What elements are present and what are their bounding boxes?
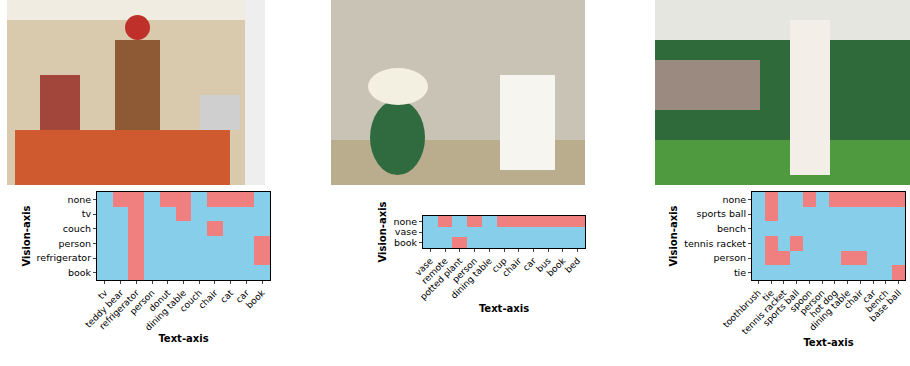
svg-text:refrigerator: refrigerator — [97, 288, 141, 332]
svg-text:person: person — [450, 256, 479, 285]
svg-text:toothbrush: toothbrush — [721, 288, 763, 330]
svg-text:couch: couch — [63, 223, 91, 234]
svg-text:tennis racket: tennis racket — [740, 287, 789, 336]
svg-text:cup: cup — [490, 256, 509, 275]
svg-text:dining table: dining table — [143, 288, 188, 333]
svg-text:base ball: base ball — [867, 288, 903, 324]
svg-text:bench: bench — [864, 288, 891, 315]
svg-text:teddy bear: teddy bear — [83, 288, 125, 330]
svg-text:Vision-axis: Vision-axis — [21, 205, 32, 266]
svg-text:chair: chair — [842, 288, 865, 311]
svg-text:tie: tie — [734, 267, 746, 278]
svg-text:bus: bus — [534, 256, 553, 275]
svg-text:remote: remote — [420, 256, 450, 286]
svg-text:sports ball: sports ball — [697, 208, 747, 219]
svg-text:none: none — [393, 216, 417, 227]
svg-text:potted plant: potted plant — [418, 255, 465, 302]
svg-text:vase: vase — [395, 226, 417, 237]
svg-text:chair: chair — [500, 256, 523, 279]
svg-text:none: none — [722, 194, 746, 205]
svg-text:person: person — [59, 238, 92, 249]
svg-text:sports ball: sports ball — [761, 288, 801, 328]
svg-text:car: car — [234, 288, 251, 305]
svg-text:person: person — [714, 252, 747, 263]
svg-text:Text-axis: Text-axis — [479, 303, 529, 314]
svg-text:person: person — [128, 288, 157, 317]
svg-text:hot dog: hot dog — [808, 288, 839, 319]
svg-text:book: book — [394, 237, 418, 248]
svg-text:book: book — [68, 267, 92, 278]
svg-text:book: book — [545, 255, 568, 278]
svg-text:car: car — [521, 256, 538, 273]
svg-text:cat: cat — [218, 287, 235, 304]
svg-text:Text-axis: Text-axis — [803, 337, 853, 348]
svg-text:tie: tie — [760, 288, 776, 304]
svg-text:donut: donut — [147, 287, 173, 313]
svg-text:tv: tv — [96, 287, 110, 301]
svg-text:bench: bench — [717, 223, 746, 234]
svg-text:person: person — [798, 288, 827, 317]
svg-text:Vision-axis: Vision-axis — [668, 205, 679, 266]
svg-text:tennis racket: tennis racket — [684, 238, 746, 249]
svg-text:tv: tv — [82, 208, 92, 219]
svg-text:dining table: dining table — [449, 256, 494, 301]
svg-text:none: none — [67, 194, 91, 205]
svg-text:dining table: dining table — [807, 288, 852, 333]
svg-text:refrigerator: refrigerator — [37, 252, 92, 263]
svg-text:Vision-axis: Vision-axis — [377, 201, 388, 262]
svg-text:Text-axis: Text-axis — [158, 333, 208, 344]
svg-text:spoon: spoon — [788, 288, 814, 314]
svg-text:bed: bed — [563, 256, 582, 275]
svg-text:car: car — [861, 288, 878, 305]
svg-text:book: book — [244, 287, 267, 310]
svg-text:vase: vase — [413, 256, 435, 278]
svg-text:chair: chair — [197, 288, 220, 311]
svg-text:couch: couch — [178, 288, 204, 314]
